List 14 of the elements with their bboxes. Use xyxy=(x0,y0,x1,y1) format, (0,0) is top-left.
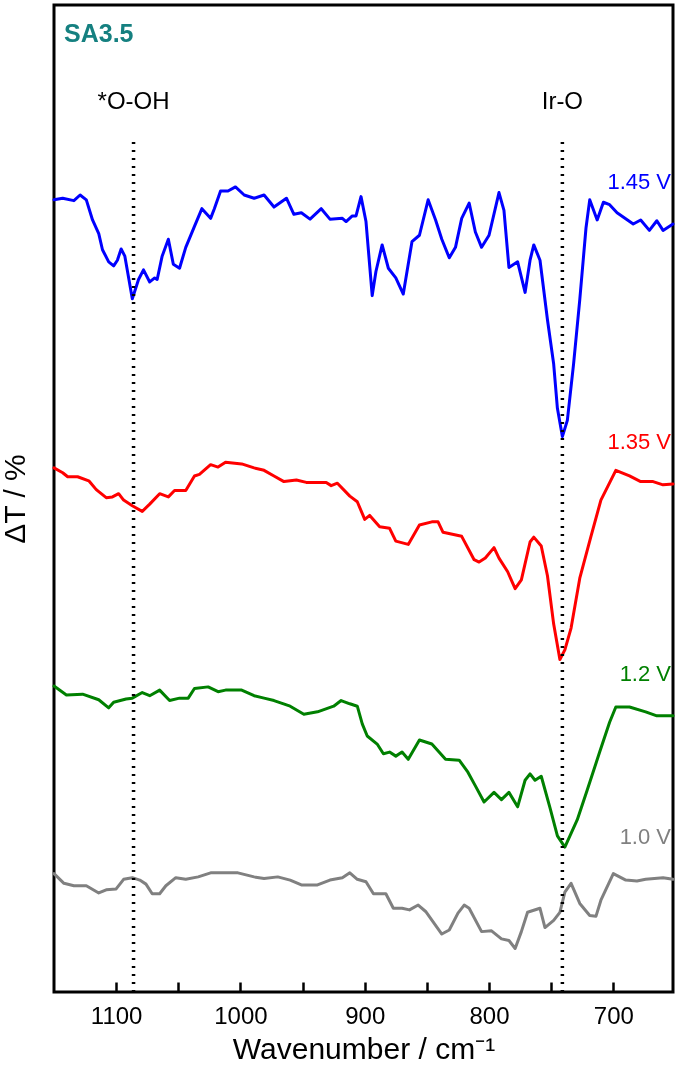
series-label: 1.2 V xyxy=(619,660,672,686)
chart-title: SA3.5 xyxy=(64,19,134,47)
x-tick-label: 800 xyxy=(469,1001,510,1029)
ref-line-label: Ir-O xyxy=(541,86,584,114)
x-tick-label: 900 xyxy=(345,1001,386,1029)
x-tick-label: 700 xyxy=(593,1001,634,1029)
x-tick-label: 1100 xyxy=(90,1001,143,1029)
series-label: 1.0 V xyxy=(619,824,672,850)
series-label: 1.45 V xyxy=(607,168,672,194)
x-tick-label: 1000 xyxy=(214,1001,268,1029)
y-axis-title: ΔT / % xyxy=(0,454,31,544)
series-label: 1.35 V xyxy=(607,429,672,455)
ref-line-label: *O-OH xyxy=(97,86,170,114)
x-axis-title: Wavenumber / cm⁻¹ xyxy=(232,1031,496,1065)
